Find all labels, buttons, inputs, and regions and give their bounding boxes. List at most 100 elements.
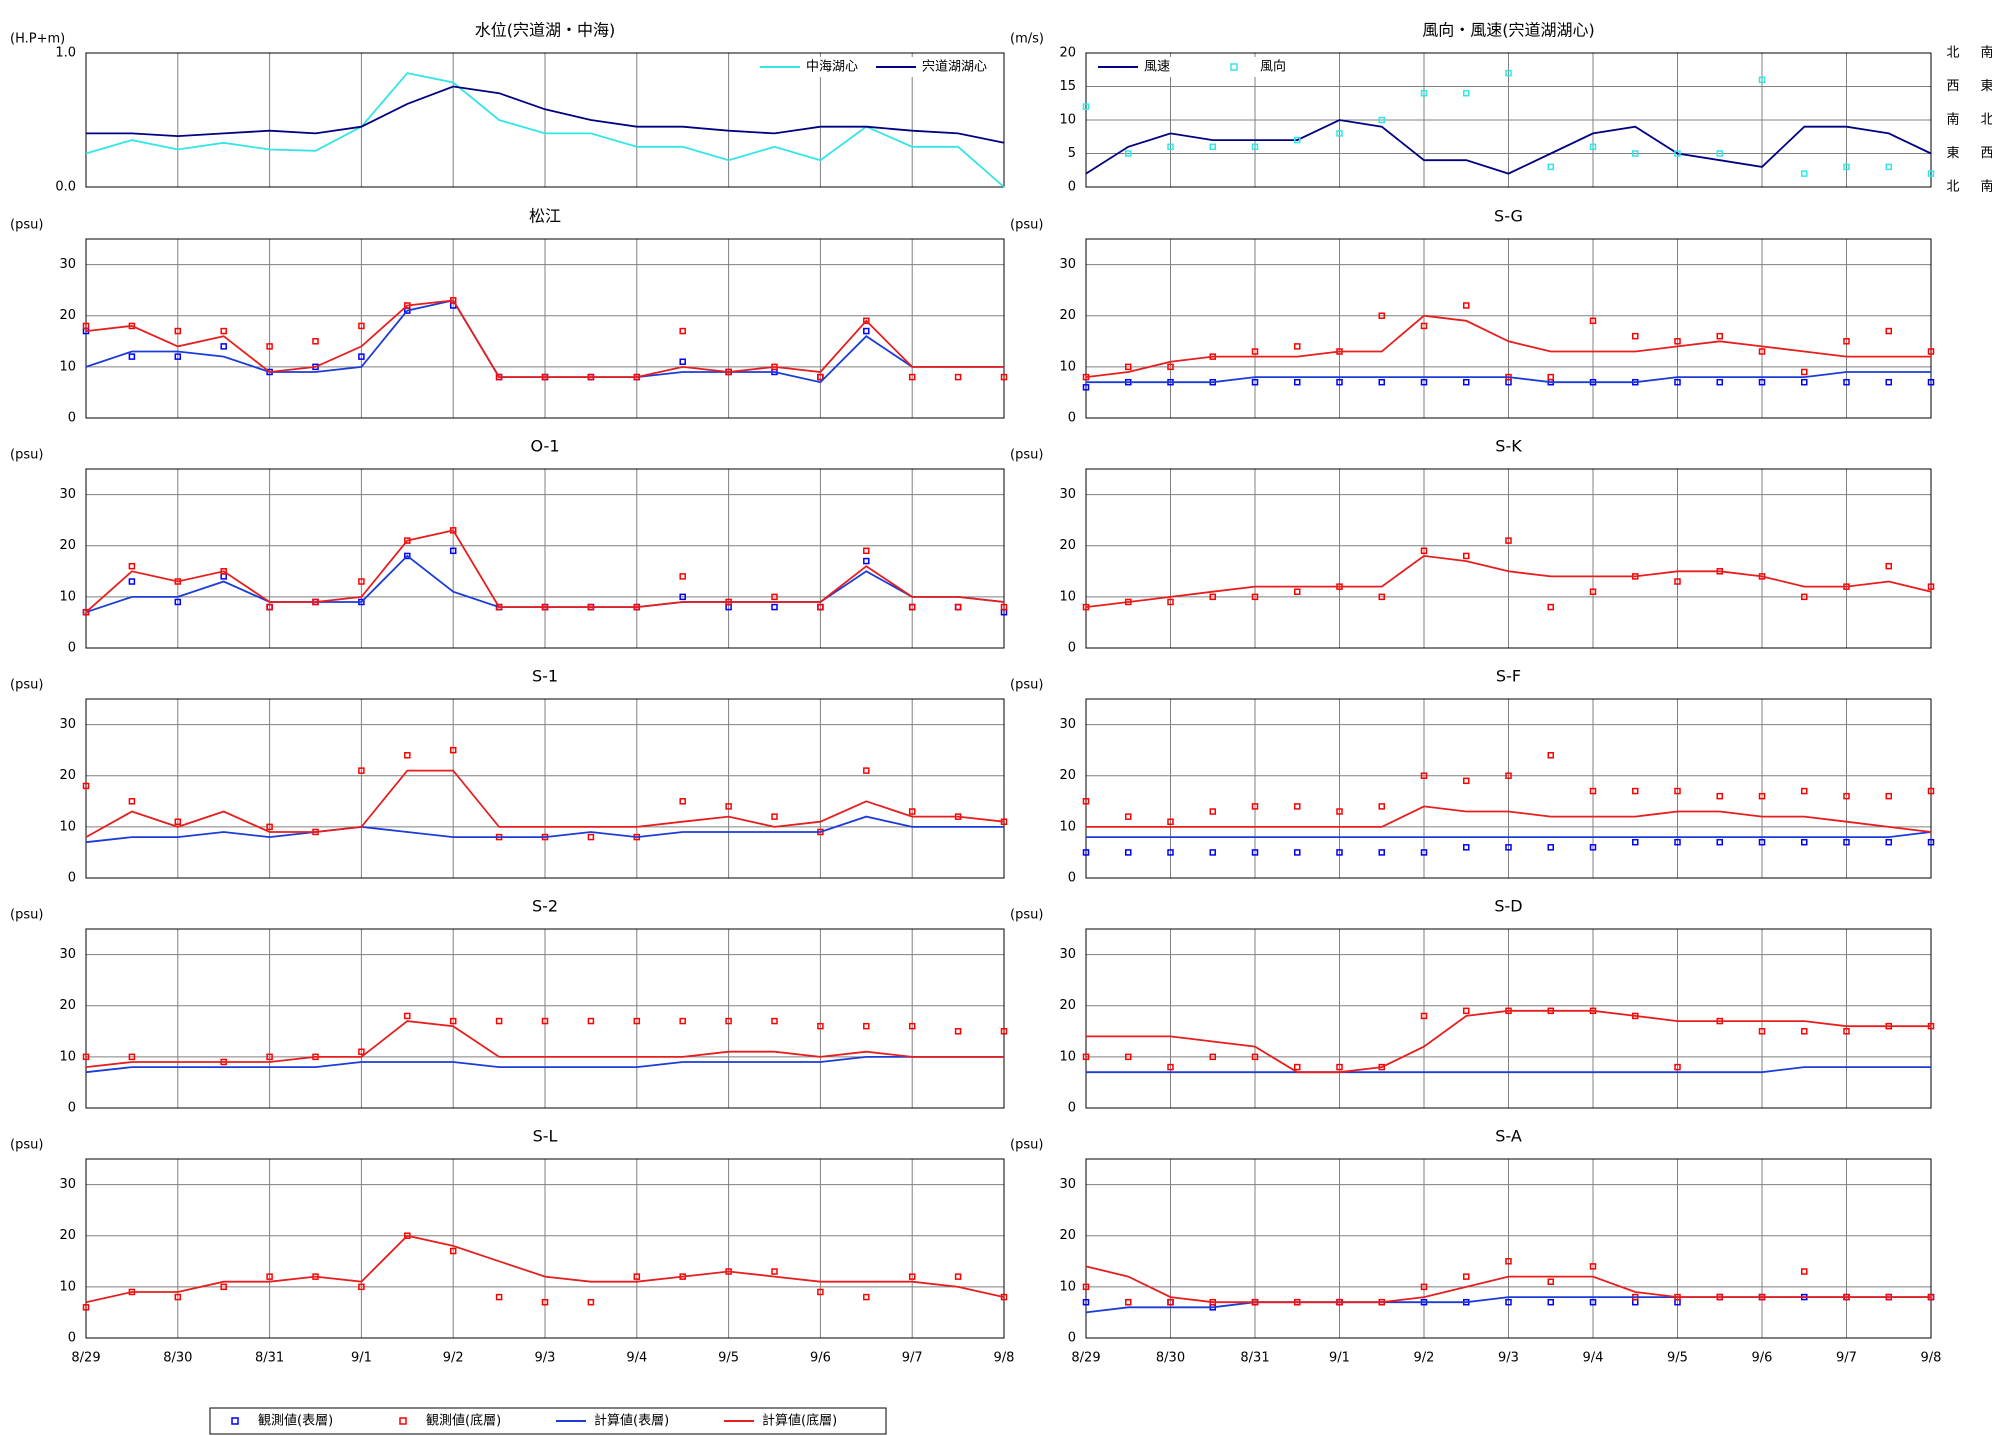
chart-title: S-L xyxy=(533,1127,558,1146)
direction-label: 南 xyxy=(1980,45,1992,61)
x-tick-label: 9/5 xyxy=(718,1351,739,1366)
data-point xyxy=(1505,1298,1512,1306)
data-point xyxy=(266,343,273,350)
legend-box xyxy=(1094,57,1334,77)
data-point xyxy=(1082,384,1090,391)
chart-title: S-F xyxy=(1496,667,1521,686)
x-tick-label: 8/29 xyxy=(71,1351,100,1366)
data-point xyxy=(312,338,319,345)
data-point xyxy=(1082,1298,1090,1306)
chart-title: S-K xyxy=(1495,437,1522,456)
chart-panel: S-2 (psu) 0 10 20 30 xyxy=(10,897,1008,1116)
chart-title: O-1 xyxy=(531,437,560,456)
x-tick-label: 9/2 xyxy=(1414,1351,1435,1366)
data-point xyxy=(1927,170,1935,177)
data-point xyxy=(1463,89,1470,97)
chart-title: 風向・風速(宍道湖湖心) xyxy=(1422,21,1595,40)
chart-panel: S-L (psu) 8/29 8/30 8/31 9/1 9/2 9/3 9/4 9/5 9/6 9/… xyxy=(10,1127,1014,1366)
data-point xyxy=(1674,787,1681,795)
data-point xyxy=(1801,838,1808,846)
data-point xyxy=(358,578,365,585)
y-tick-label: 5 xyxy=(1068,146,1076,161)
data-point xyxy=(358,322,365,330)
data-point xyxy=(1547,163,1554,171)
x-tick-label: 9/3 xyxy=(1498,1351,1519,1366)
data-point xyxy=(449,746,457,754)
y-tick-label: 0 xyxy=(68,411,76,426)
y-tick-label: 0.0 xyxy=(55,180,76,195)
data-point xyxy=(1716,838,1723,846)
data-point xyxy=(404,1012,411,1020)
legend-label: 計算値(底層) xyxy=(762,1413,837,1429)
direction-label: 西 xyxy=(1946,79,1959,94)
data-point xyxy=(1927,348,1935,355)
data-point xyxy=(725,803,732,810)
data-line xyxy=(1086,1066,1931,1074)
x-tick-label: 9/2 xyxy=(443,1351,464,1366)
data-point xyxy=(1000,373,1008,381)
data-point xyxy=(1674,378,1681,386)
y-axis-label: (psu) xyxy=(1010,448,1043,463)
y-tick-label: 0 xyxy=(1068,1331,1076,1346)
data-point xyxy=(1251,1053,1259,1061)
chart-title: 水位(宍道湖・中海) xyxy=(475,21,616,40)
y-tick-label: 0 xyxy=(68,871,76,886)
data-point xyxy=(1378,849,1385,856)
data-point xyxy=(954,1273,962,1280)
data-point xyxy=(495,1293,503,1301)
data-point xyxy=(1801,170,1808,177)
data-point xyxy=(1885,838,1892,846)
data-point xyxy=(1209,593,1216,601)
data-point xyxy=(1378,803,1385,810)
data-point xyxy=(1294,378,1301,386)
data-line xyxy=(1085,314,1931,378)
data-point xyxy=(863,327,870,335)
plot-border xyxy=(1085,52,1932,188)
data-point xyxy=(1125,813,1132,820)
x-tick-label: 9/6 xyxy=(810,1351,831,1366)
y-tick-label: 30 xyxy=(59,947,76,962)
data-point xyxy=(1000,1028,1008,1035)
data-point xyxy=(1885,163,1892,171)
y-tick-label: 10 xyxy=(1059,1279,1076,1294)
data-point xyxy=(358,767,365,774)
data-point xyxy=(174,327,182,335)
y-axis-label: (psu) xyxy=(10,218,43,233)
data-point xyxy=(1885,562,1892,570)
y-tick-label: 30 xyxy=(1059,257,1076,272)
y-tick-label: 0 xyxy=(1068,871,1076,886)
data-point xyxy=(1167,598,1174,606)
data-line xyxy=(85,529,1005,613)
chart-panel: S-A (psu) 8/29 8/30 8/31 9/1 9/2 9/3 9/4 9/5 9/6 9/… xyxy=(1010,1127,1941,1366)
data-point xyxy=(1927,378,1935,386)
data-point xyxy=(817,1022,824,1030)
data-point xyxy=(1125,1053,1132,1061)
data-point xyxy=(1801,368,1808,376)
data-point xyxy=(404,752,411,759)
data-point xyxy=(1758,76,1766,84)
y-tick-label: 20 xyxy=(59,1228,76,1243)
data-point xyxy=(863,767,870,774)
x-tick-label: 9/5 xyxy=(1667,1351,1688,1366)
data-point xyxy=(82,1304,90,1311)
data-line xyxy=(1085,554,1932,608)
data-point xyxy=(1632,787,1639,795)
chart-panel: 風向・風速(宍道湖湖心)(m/s)05101520 北南西 東南 北東 西北 南風速 風向 xyxy=(1010,21,1992,195)
direction-label: 南 xyxy=(1946,112,1959,128)
plot-border xyxy=(1085,928,1932,1109)
data-point xyxy=(128,578,136,585)
legend-swatch xyxy=(231,1417,239,1425)
data-point xyxy=(449,1247,457,1255)
data-point xyxy=(1463,1007,1470,1015)
y-tick-label: 20 xyxy=(1059,768,1076,783)
y-axis-label: (psu) xyxy=(10,448,43,463)
y-axis-label: (psu) xyxy=(1010,908,1043,923)
y-tick-label: 20 xyxy=(59,998,76,1013)
data-point xyxy=(679,573,686,580)
chart-title: S-2 xyxy=(532,897,558,916)
data-point xyxy=(1547,373,1554,381)
data-point xyxy=(817,1288,824,1296)
data-point xyxy=(1843,792,1850,800)
data-point xyxy=(1843,378,1850,386)
data-point xyxy=(1463,302,1470,309)
